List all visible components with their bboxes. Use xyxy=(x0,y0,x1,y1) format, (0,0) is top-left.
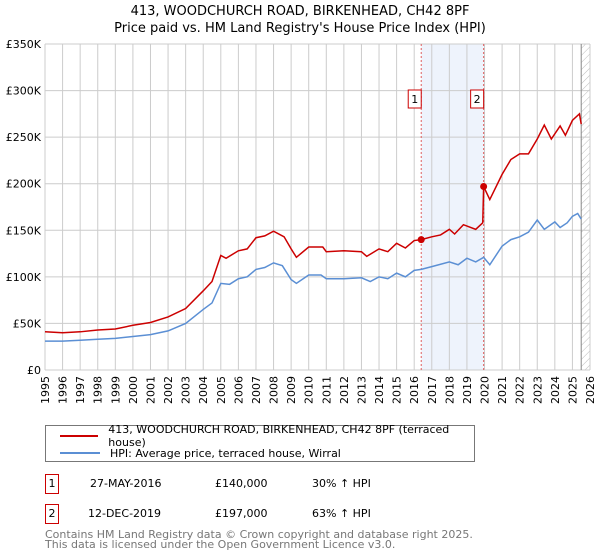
x-tick-label: 2015 xyxy=(391,376,404,404)
x-tick-label: 1998 xyxy=(92,376,105,404)
series-line xyxy=(45,212,582,342)
x-tick-label: 1996 xyxy=(57,376,70,404)
x-tick-label: 2003 xyxy=(180,376,193,404)
x-tick-label: 2002 xyxy=(162,376,175,404)
sale-row: 1 27-MAY-2016 £140,000 30% ↑ HPI xyxy=(45,474,465,494)
x-tick-label: 2006 xyxy=(232,376,245,404)
legend-item-hpi: HPI: Average price, terraced house, Wirr… xyxy=(60,446,341,460)
sale-hpi: 63% ↑ HPI xyxy=(312,507,371,520)
x-tick-label: 2016 xyxy=(408,376,421,404)
sale-label: 1 xyxy=(411,93,418,106)
y-tick-label: £350K xyxy=(6,38,42,51)
x-tick-label: 2004 xyxy=(197,376,210,404)
chart-subtitle: Price paid vs. HM Land Registry's House … xyxy=(114,21,486,36)
x-tick-label: 2018 xyxy=(443,376,456,404)
x-tick-label: 2024 xyxy=(549,376,562,404)
sale-label-box xyxy=(407,89,422,109)
x-tick-label: 1999 xyxy=(109,376,122,404)
x-tick-label: 2022 xyxy=(514,376,527,404)
x-tick-label: 2026 xyxy=(584,376,597,404)
sale-label: 2 xyxy=(474,93,481,106)
price-chart: 1995 1996 1997 1998 1999 2000 2001 2002 2003 2004… xyxy=(6,38,597,404)
sale-price: £140,000 xyxy=(215,477,268,490)
x-tick-label: 2010 xyxy=(303,376,316,404)
x-tick-label: 2014 xyxy=(373,376,386,404)
x-tick-label: 2011 xyxy=(320,376,333,404)
sale-point xyxy=(480,183,488,191)
x-tick-label: 2013 xyxy=(355,376,368,404)
sale-price: £197,000 xyxy=(215,507,268,520)
sale-point xyxy=(417,236,425,244)
sale-label-box xyxy=(470,89,485,109)
x-tick-label: 2025 xyxy=(566,376,579,404)
chart-title: 413, WOODCHURCH ROAD, BIRKENHEAD, CH42 8… xyxy=(130,4,470,19)
footer-line: Contains HM Land Registry data © Crown c… xyxy=(45,528,473,541)
x-tick-label: 2000 xyxy=(127,376,140,404)
series-line xyxy=(44,112,582,334)
footer: Contains HM Land Registry data © Crown c… xyxy=(45,528,473,551)
sale-date: 27-MAY-2016 xyxy=(90,477,162,490)
x-tick-label: 2012 xyxy=(338,376,351,404)
legend-item-property: 413, WOODCHURCH ROAD, BIRKENHEAD, CH42 8… xyxy=(60,423,474,449)
sale-row: 2 12-DEC-2019 £197,000 63% ↑ HPI xyxy=(45,504,465,524)
sale-hpi: 30% ↑ HPI xyxy=(312,477,371,490)
footer-line: This data is licensed under the Open Gov… xyxy=(45,538,396,551)
x-tick-label: 1995 xyxy=(39,376,52,404)
x-tick-label: 2009 xyxy=(285,376,298,404)
x-tick-label: 2021 xyxy=(496,376,509,404)
future-hatching xyxy=(581,44,590,370)
sale-marker: 1 xyxy=(45,474,59,494)
sale-marker: 2 xyxy=(45,504,59,524)
x-tick-label: 2008 xyxy=(268,376,281,404)
y-tick-label: £300K xyxy=(6,85,42,98)
y-tick-label: £250K xyxy=(6,131,42,144)
legend: 413, WOODCHURCH ROAD, BIRKENHEAD, CH42 8… xyxy=(45,423,475,462)
x-tick-label: 2017 xyxy=(426,376,439,404)
x-tick-label: 2019 xyxy=(461,376,474,404)
y-tick-label: £200K xyxy=(6,178,42,191)
x-tick-label: 2007 xyxy=(250,376,263,404)
y-tick-label: £150K xyxy=(6,224,42,237)
x-tick-label: 1997 xyxy=(74,376,87,404)
x-tick-label: 2020 xyxy=(479,376,492,404)
y-tick-label: £0 xyxy=(27,364,41,377)
x-tick-label: 2023 xyxy=(531,376,544,404)
sale-date: 12-DEC-2019 xyxy=(88,507,162,520)
y-tick-label: £100K xyxy=(6,271,42,284)
x-tick-label: 2005 xyxy=(215,376,228,404)
legend-label: 413, WOODCHURCH ROAD, BIRKENHEAD, CH42 8… xyxy=(108,423,450,449)
legend-label: HPI: Average price, terraced house, Wirr… xyxy=(110,446,341,460)
y-tick-label: £50K xyxy=(13,317,42,330)
x-tick-label: 2001 xyxy=(144,376,157,404)
